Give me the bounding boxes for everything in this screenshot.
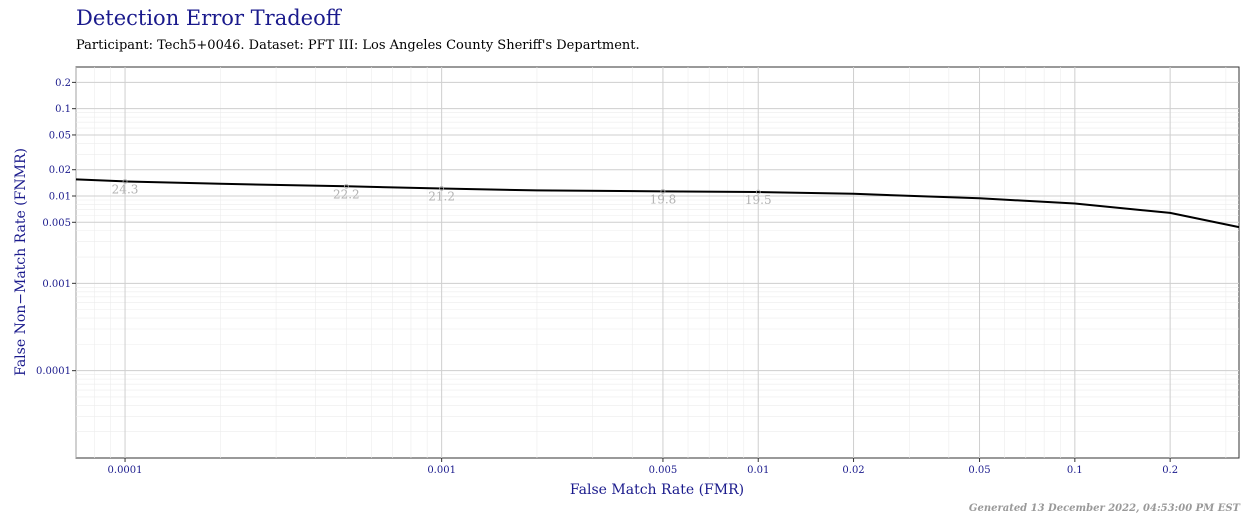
threshold-marker	[122, 178, 128, 184]
threshold-label: 24.3	[112, 182, 139, 196]
x-tick-label: 0.001	[427, 465, 456, 476]
chart-title: Detection Error Tradeoff	[76, 6, 341, 30]
threshold-label: 22.2	[333, 187, 360, 201]
y-tick-label: 0.2	[55, 78, 71, 89]
y-tick-label: 0.02	[49, 165, 71, 176]
x-tick-label: 0.005	[649, 465, 678, 476]
chart-subtitle: Participant: Tech5+0046. Dataset: PFT II…	[76, 38, 640, 53]
y-tick-label: 0.0001	[36, 366, 71, 377]
threshold-marker	[343, 183, 349, 189]
plot-grid	[75, 66, 1240, 459]
x-tick-label: 0.02	[842, 465, 864, 476]
plot-panel	[75, 66, 1240, 459]
y-axis-label: False Non−Match Rate (FNMR)	[13, 148, 29, 376]
threshold-label: 19.5	[745, 193, 772, 207]
threshold-label: 19.8	[650, 192, 677, 206]
x-tick-label: 0.05	[968, 465, 990, 476]
threshold-labels: 24.3 22.2 21.2 19.8 19.5	[112, 178, 772, 207]
x-tick-label: 0.0001	[108, 465, 143, 476]
generated-timestamp: Generated 13 December 2022, 04:53:00 PM …	[968, 503, 1240, 514]
y-axis-ticks: 0.0001 0.001 0.005 0.01 0.02 0.05 0.1 0.2	[36, 78, 76, 377]
y-tick-label: 0.005	[42, 218, 71, 229]
threshold-label: 21.2	[428, 189, 455, 203]
threshold-marker	[660, 188, 666, 194]
y-tick-label: 0.01	[49, 192, 71, 203]
x-tick-label: 0.1	[1067, 465, 1083, 476]
x-axis-ticks: 0.0001 0.001 0.005 0.01 0.02 0.05 0.1 0.2	[108, 458, 1178, 476]
y-tick-label: 0.05	[49, 130, 71, 141]
threshold-marker	[439, 186, 445, 191]
x-tick-label: 0.2	[1162, 465, 1178, 476]
series-layer	[75, 178, 1240, 229]
threshold-marker	[755, 189, 761, 195]
x-tick-label: 0.01	[747, 465, 769, 476]
y-tick-label: 0.1	[55, 104, 71, 115]
x-axis-label: False Match Rate (FMR)	[570, 482, 744, 498]
y-tick-label: 0.001	[42, 279, 71, 290]
det-curve	[75, 178, 1240, 229]
